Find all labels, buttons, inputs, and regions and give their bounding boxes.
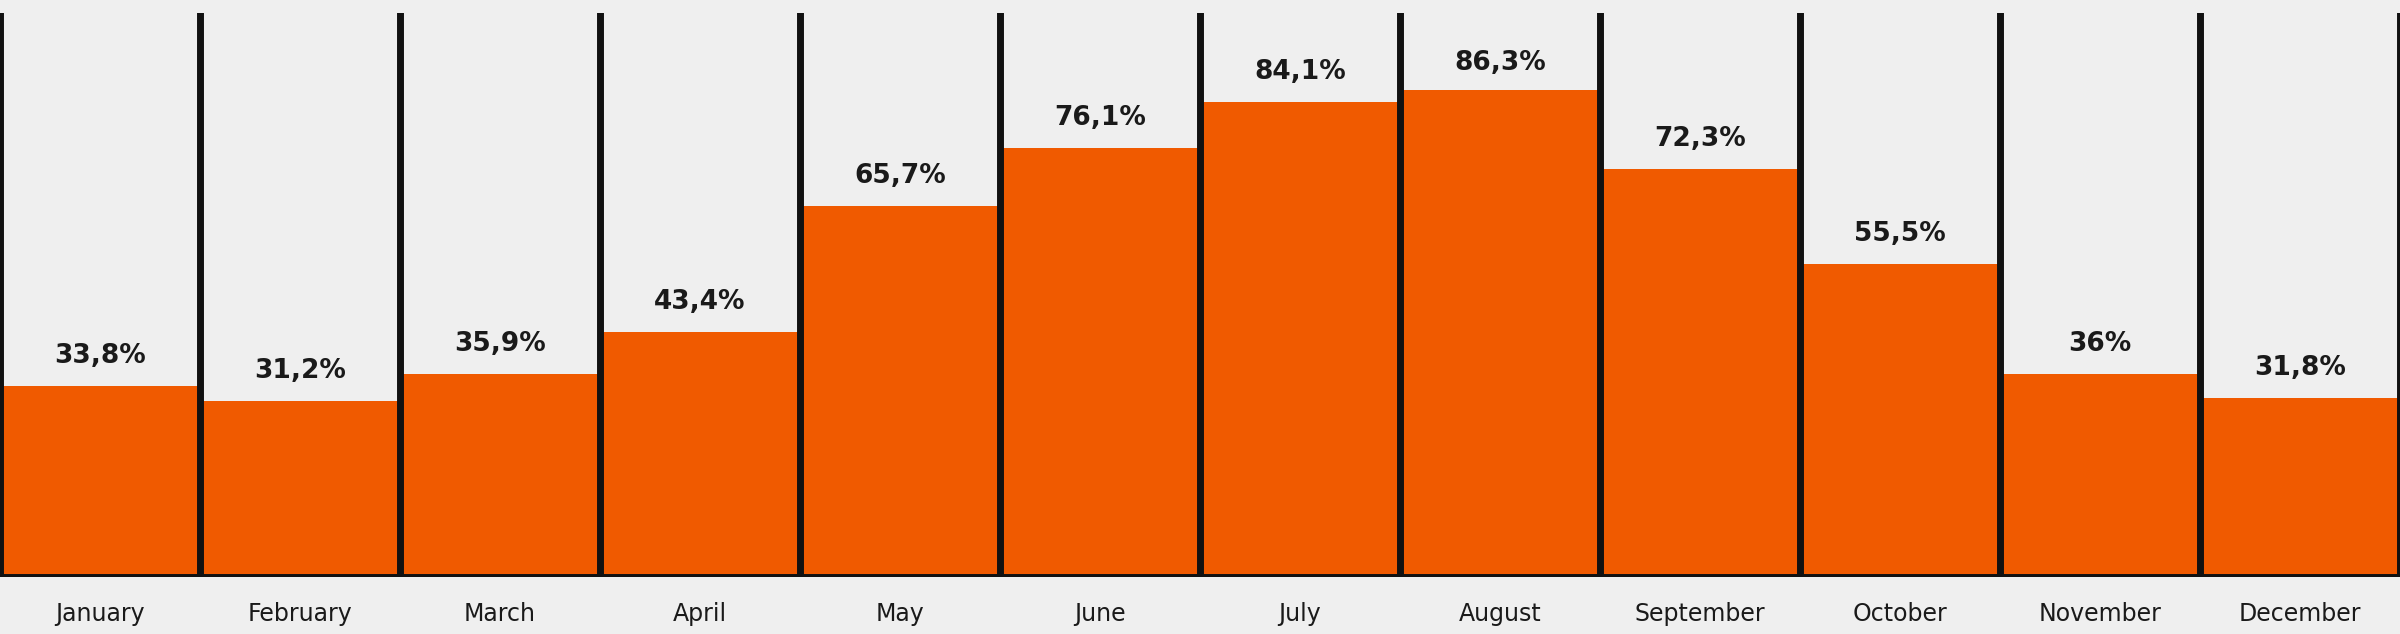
Bar [1999,374,2201,577]
Bar [0,386,199,577]
Bar [1399,90,1601,577]
Text: 84,1%: 84,1% [1255,60,1346,86]
Bar [799,206,1001,577]
Text: 72,3%: 72,3% [1654,126,1745,152]
Bar [2201,398,2400,577]
Text: August: August [1459,602,1541,626]
Bar [1800,264,1999,577]
Text: September: September [1634,602,1766,626]
Text: 31,2%: 31,2% [254,358,346,384]
Text: 35,9%: 35,9% [454,332,545,358]
Text: April: April [672,602,727,626]
Text: November: November [2038,602,2162,626]
Text: February: February [247,602,353,626]
Bar [600,332,799,577]
Bar [1001,148,1200,577]
Bar [1601,169,1800,577]
Text: January: January [55,602,144,626]
Text: July: July [1279,602,1322,626]
Text: October: October [1853,602,1946,626]
Text: December: December [2239,602,2362,626]
Text: May: May [876,602,924,626]
Text: 36%: 36% [2069,331,2131,357]
Text: 86,3%: 86,3% [1454,50,1546,76]
Text: 55,5%: 55,5% [1855,221,1946,247]
Text: 76,1%: 76,1% [1054,105,1145,131]
Text: March: March [463,602,535,626]
Text: 43,4%: 43,4% [655,289,746,315]
Bar [401,374,600,577]
Text: June: June [1075,602,1126,626]
Bar [199,401,401,577]
Text: 65,7%: 65,7% [854,164,946,190]
Text: 31,8%: 31,8% [2254,354,2345,380]
Text: 33,8%: 33,8% [55,343,146,369]
Bar [1200,103,1399,577]
